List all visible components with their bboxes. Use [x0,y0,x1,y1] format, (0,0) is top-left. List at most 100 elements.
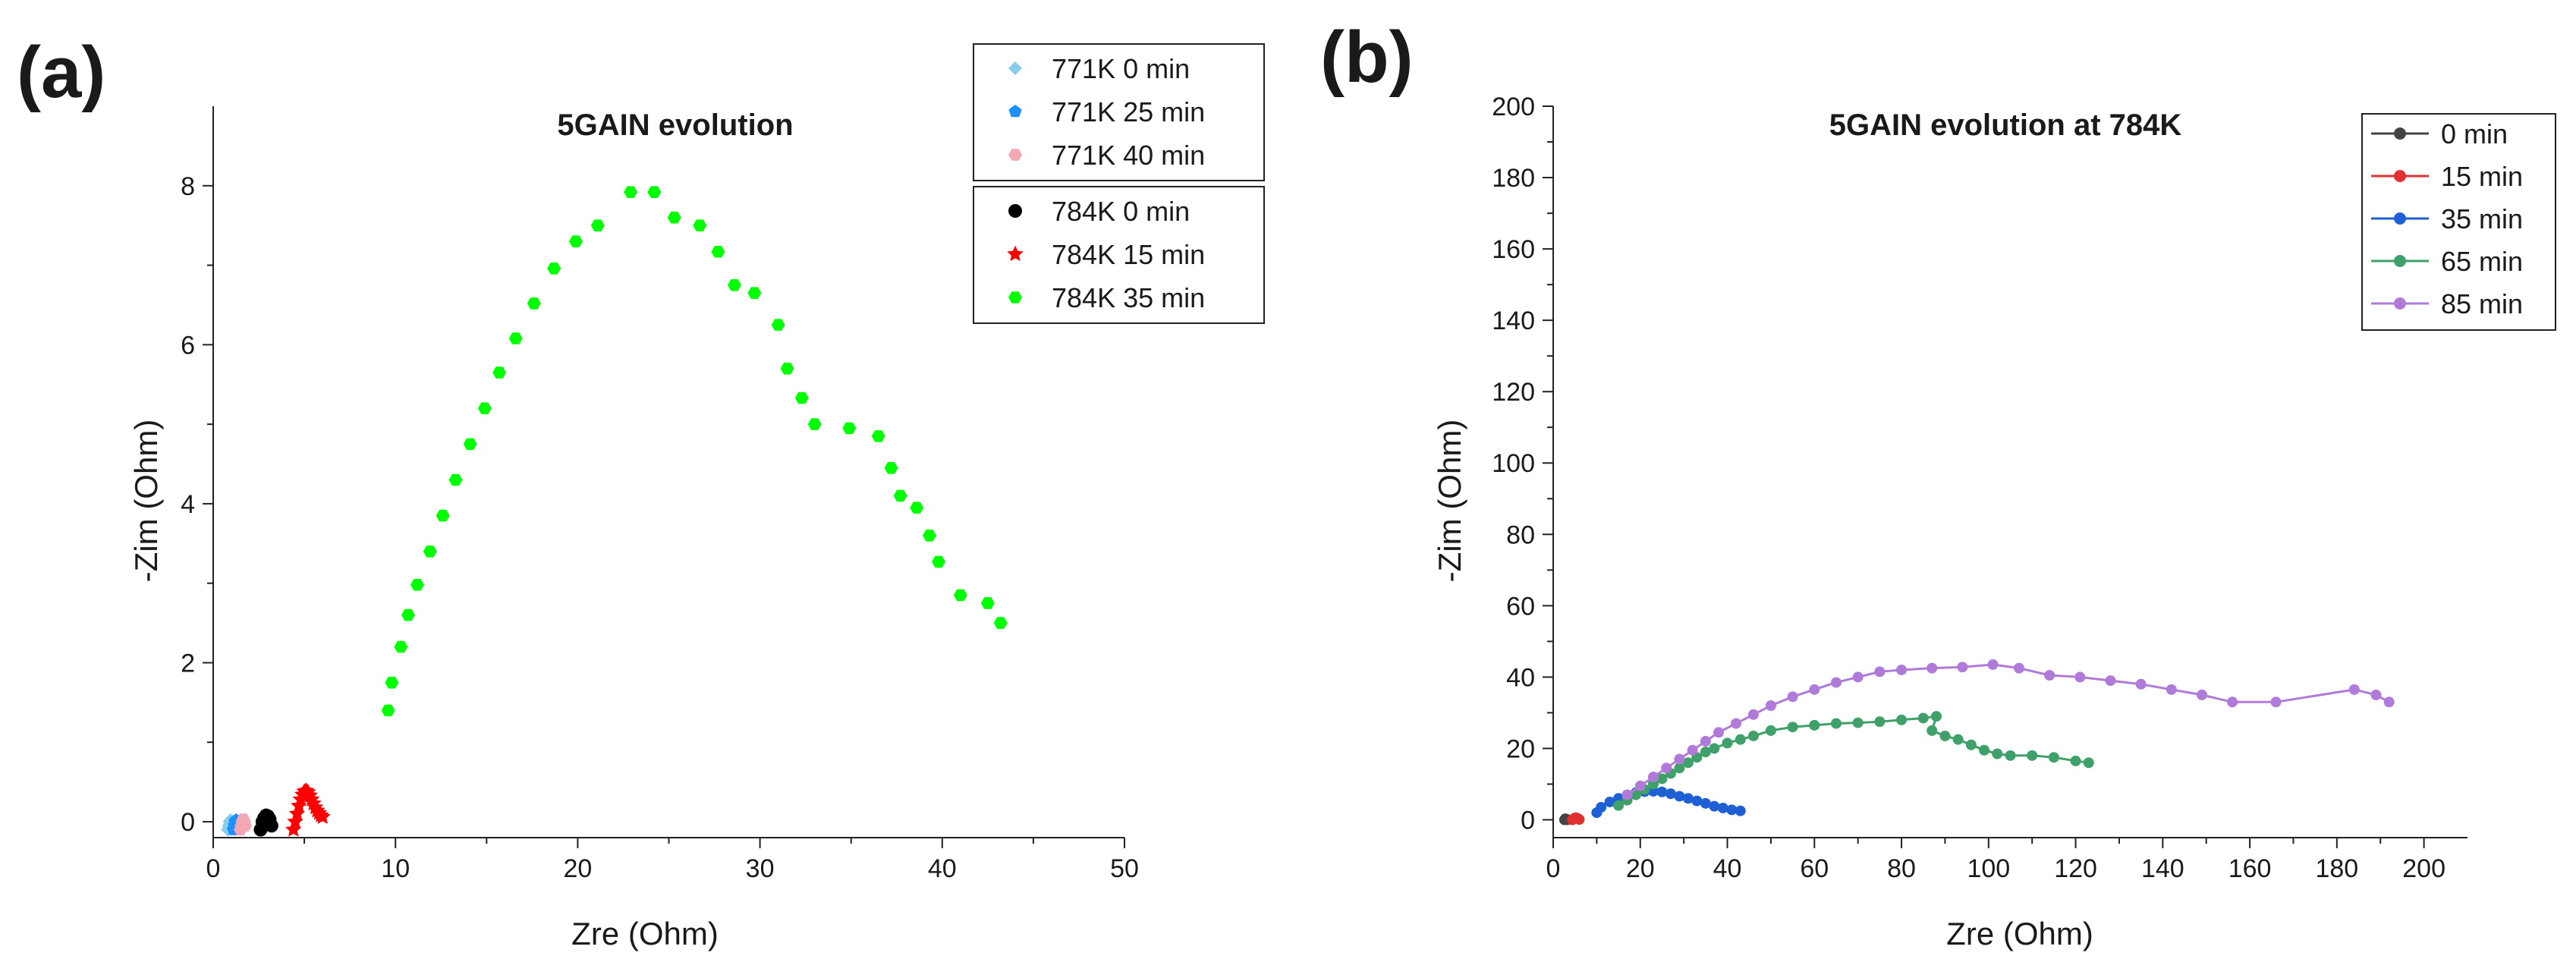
chart-a-legend: 771K 0 min 771K 25 min 771K 40 min 784K 0 m… [973,43,1265,324]
chart-a-point [910,502,924,514]
chart-b-point [1747,709,1759,720]
chart-b-series-1 [1567,812,1585,825]
chart-b-y-tick-label: 120 [1492,378,1535,407]
chart-b-series-4 [1621,659,2395,800]
chart-a-y-tick-label: 0 [181,808,195,837]
chart-b-point [1661,763,1672,774]
chart-b-x-tick-label: 60 [1800,854,1829,883]
chart-b-point [2270,697,2282,708]
chart-b-point [1674,763,1685,774]
chart-b-y-tick-label: 140 [1492,307,1535,335]
chart-b-point [1691,795,1703,807]
chart-a-point [436,509,450,522]
chart-a-point [287,813,304,829]
chart-b-point [2044,670,2055,681]
chart-a-point [893,489,907,502]
chart-b-x-tick-label: 80 [1887,854,1916,883]
chart-a: 5GAIN evolution Zre (Ohm) -Zim (Ohm) 0 10… [128,43,1265,951]
chart-b-point [1634,780,1646,791]
chart-a-point [807,418,822,430]
chart-b-point [1656,786,1668,797]
chart-b-point [1896,714,1908,725]
chart-b-point [1957,662,1968,673]
chart-a-series-5 [381,186,1008,717]
chart-a-series-2 [234,813,252,836]
chart-b-y-tick-label: 160 [1492,235,1535,264]
chart-a-point [871,430,885,442]
chart-b-point [1830,677,1842,688]
chart-b-point [2227,697,2238,708]
chart-b-point [1731,718,1741,729]
chart-b-legend-label: 85 min [2441,288,2523,319]
chart-a-point [780,363,794,375]
chart-b-point [1809,684,1820,695]
chart-a-point [508,332,523,344]
chart-a-legend-label: 784K 15 min [1052,239,1205,270]
chart-a-point [527,297,541,310]
chart-a-point [932,555,945,568]
chart-a-x-tick-label: 30 [746,854,775,883]
chart-a-point [394,640,408,653]
chart-b-series-0 [1558,813,1573,825]
chart-b-x-tick-label: 160 [2228,854,2272,883]
chart-a-legend-marker [1008,149,1022,161]
chart-b-point [1965,739,1977,750]
chart-b-point [1979,744,1990,756]
chart-b-y-tick-label: 60 [1506,592,1535,621]
chart-a-legend-marker [1008,291,1022,303]
chart-b-x-tick-label: 40 [1713,854,1742,883]
chart-b-point [1717,802,1728,813]
chart-a-point [842,422,857,435]
chart-a-x-tick-label: 50 [1110,854,1139,883]
chart-b-point [1952,734,1964,745]
chart-b-point [1987,659,1999,670]
chart-b-point [1765,700,1776,712]
chart-a-x-tick-label: 20 [563,854,592,883]
chart-b-y-tick-label: 180 [1492,164,1535,193]
chart-a-point [463,438,477,451]
chart-b-point [1926,662,1938,674]
chart-a-legend-marker [1008,204,1022,218]
chart-b-legend-marker [2394,170,2406,182]
chart-a-point [285,821,302,837]
chart-a-legend-box [973,43,1265,181]
chart-a-legend-label: 771K 25 min [1052,96,1205,127]
chart-b-point [1852,717,1864,728]
chart-b-legend-label: 35 min [2441,203,2523,234]
chart-a-legend-label: 771K 0 min [1052,53,1190,84]
chart-b-x-tick-label: 20 [1626,854,1655,883]
chart-b-point [1647,772,1659,783]
chart-b-point [1674,791,1685,802]
chart-b-x-tick-label: 180 [2315,854,2358,883]
chart-b-x-tick-label: 140 [2141,854,2184,883]
chart-a-point [410,579,424,591]
chart-b-legend-marker [2394,127,2406,140]
chart-a-point [448,473,463,486]
chart-a-series-3 [253,808,278,837]
chart-b-point [1682,757,1694,769]
chart-b-point [1735,805,1746,816]
chart-b-point [1722,737,1733,749]
chart-b-point [1631,789,1642,800]
chart-b-point [1926,725,1938,736]
chart-a-x-axis-label: Zre (Ohm) [571,916,719,951]
chart-b-point [1787,722,1798,733]
chart-b-point [2083,757,2094,769]
chart-b-point [1830,718,1842,729]
chart-a-point [423,546,437,558]
chart-a-point [747,287,762,299]
chart-b-point [1874,716,1886,728]
chart-b-point [1700,747,1711,758]
chart-b-point [1621,789,1633,800]
chart-b-legend-marker [2394,212,2406,225]
chart-b-y-tick-label: 100 [1492,449,1535,478]
chart-a-point [647,186,662,198]
chart-a-point [993,617,1008,629]
chart-b-y-tick-label: 80 [1506,520,1535,549]
chart-a-series-4 [285,781,331,837]
chart-b-point [1896,664,1908,675]
chart-b-point [1713,727,1725,738]
chart-a-y-tick-label: 6 [181,331,195,360]
chart-b-point [2370,689,2382,700]
